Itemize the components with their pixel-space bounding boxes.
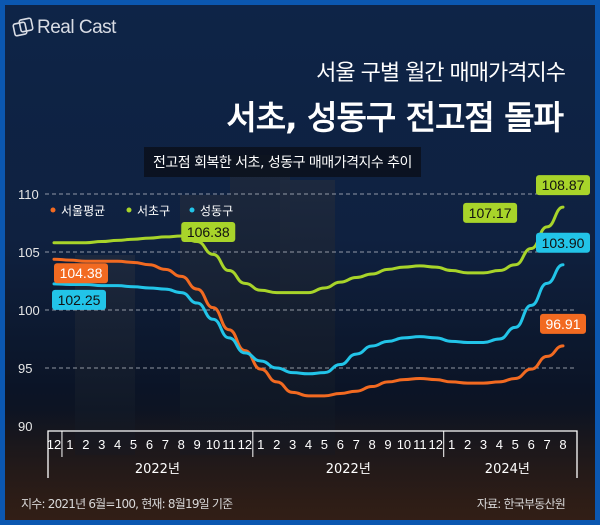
x-tick-label: 2 bbox=[464, 437, 471, 452]
legend-marker bbox=[50, 207, 56, 213]
x-axis-bracket bbox=[47, 430, 578, 478]
data-label: 108.87 bbox=[542, 177, 585, 193]
data-label: 106.38 bbox=[187, 224, 230, 240]
x-tick-label: 5 bbox=[512, 437, 519, 452]
building-bg bbox=[280, 180, 335, 455]
x-tick-label: 12 bbox=[238, 437, 252, 452]
legend-marker bbox=[189, 207, 195, 213]
footer-note: 지수: 2021년 6월=100, 현재: 8월19일 기준 bbox=[21, 497, 233, 511]
x-tick-label: 11 bbox=[222, 437, 236, 452]
x-tick-label: 3 bbox=[289, 437, 296, 452]
x-tick-label: 1 bbox=[448, 437, 455, 452]
data-label: 104.38 bbox=[60, 265, 103, 281]
data-label-box bbox=[181, 221, 236, 242]
x-tick-label: 8 bbox=[369, 437, 376, 452]
footer-source: 자료: 한국부동산원 bbox=[476, 497, 566, 511]
data-label-box bbox=[536, 175, 590, 196]
series-line-서울평균 bbox=[52, 257, 565, 398]
year-label: 2022년 bbox=[135, 462, 180, 477]
logo: Real Cast bbox=[12, 17, 116, 39]
x-tick-label: 1 bbox=[257, 437, 264, 452]
x-tick-label: 4 bbox=[305, 437, 312, 452]
x-tick-label: 4 bbox=[496, 437, 503, 452]
x-tick-label: 6 bbox=[528, 437, 535, 452]
series-line-서초구 bbox=[52, 205, 565, 295]
data-label-box bbox=[536, 232, 590, 253]
data-label-box bbox=[54, 263, 108, 284]
y-tick-label: 95 bbox=[18, 361, 32, 376]
legend-label: 성동구 bbox=[200, 204, 233, 218]
x-tick-label: 5 bbox=[130, 437, 137, 452]
logo-text: Real Cast bbox=[37, 17, 116, 38]
x-tick-label: 9 bbox=[384, 437, 391, 452]
x-tick-label: 6 bbox=[337, 437, 344, 452]
x-tick-label: 5 bbox=[321, 437, 328, 452]
x-tick-label: 9 bbox=[194, 437, 201, 452]
logo-icon bbox=[12, 17, 34, 37]
legend-marker bbox=[126, 207, 132, 213]
legend-label: 서울평균 bbox=[61, 204, 105, 218]
data-label: 96.91 bbox=[545, 316, 580, 332]
x-tick-label: 2 bbox=[82, 437, 89, 452]
data-label-box bbox=[540, 313, 586, 334]
x-tick-label: 12 bbox=[47, 437, 61, 452]
x-tick-label: 7 bbox=[353, 437, 360, 452]
x-tick-label: 8 bbox=[178, 437, 185, 452]
data-label-box bbox=[463, 202, 518, 223]
data-label: 107.17 bbox=[469, 205, 512, 221]
x-tick-label: 6 bbox=[146, 437, 153, 452]
page-title: 서초, 성동구 전고점 돌파 bbox=[226, 98, 564, 137]
x-tick-label: 10 bbox=[397, 437, 411, 452]
x-tick-label: 10 bbox=[206, 437, 220, 452]
x-tick-label: 7 bbox=[162, 437, 169, 452]
data-label: 103.90 bbox=[542, 235, 585, 251]
chart-subtitle: 전고점 회복한 서초, 성동구 매매가격지수 추이 bbox=[144, 147, 421, 177]
road-bg bbox=[5, 410, 595, 520]
y-tick-label: 90 bbox=[18, 419, 32, 434]
x-tick-label: 11 bbox=[413, 437, 427, 452]
x-tick-label: 8 bbox=[559, 437, 566, 452]
x-tick-label: 7 bbox=[543, 437, 550, 452]
x-tick-label: 4 bbox=[114, 437, 121, 452]
x-tick-label: 3 bbox=[480, 437, 487, 452]
year-label: 2022년 bbox=[326, 462, 371, 477]
title-line1: 서울 구별 월간 매매가격지수 bbox=[316, 61, 566, 86]
legend-label: 서초구 bbox=[137, 204, 170, 218]
y-tick-label: 110 bbox=[18, 187, 39, 202]
year-label: 2024년 bbox=[485, 462, 530, 477]
series-line-성동구 bbox=[52, 263, 565, 376]
y-tick-label: 100 bbox=[18, 303, 40, 318]
x-tick-label: 2 bbox=[273, 437, 280, 452]
data-label-box bbox=[52, 289, 106, 310]
x-tick-label: 3 bbox=[98, 437, 105, 452]
x-tick-label: 12 bbox=[429, 437, 443, 452]
y-tick-label: 105 bbox=[18, 245, 40, 260]
x-tick-label: 1 bbox=[66, 437, 73, 452]
data-label: 102.25 bbox=[58, 292, 101, 308]
